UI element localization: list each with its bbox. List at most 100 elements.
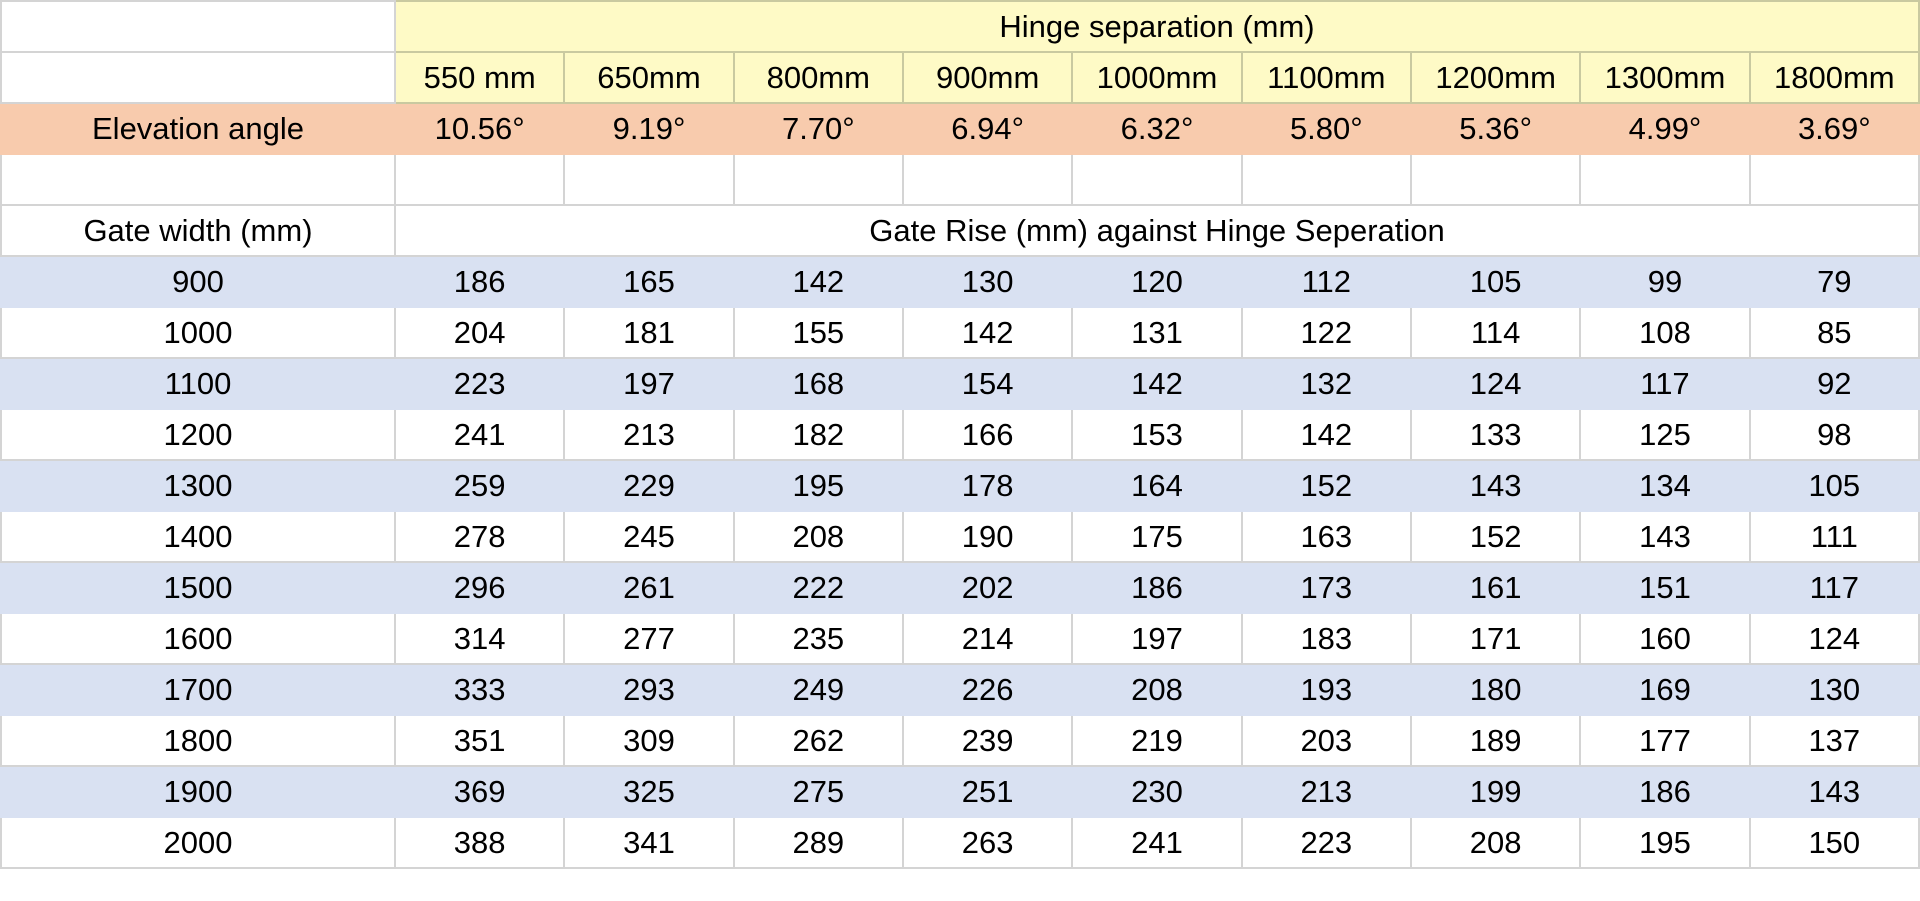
gate-rise: 193	[1240, 663, 1412, 716]
gate-rise: 239	[901, 714, 1074, 767]
gate-rise: 241	[1071, 816, 1243, 869]
gate-rise: 79	[1748, 255, 1920, 308]
elevation-value: 9.19°	[563, 102, 735, 155]
gate-rise: 183	[1240, 612, 1412, 665]
gate-rise: 98	[1748, 408, 1920, 461]
empty-cell	[0, 153, 396, 206]
gate-width: 1300	[0, 459, 396, 512]
gate-rise: 142	[901, 306, 1074, 359]
gate-rise: 117	[1579, 357, 1751, 410]
gate-rise: 163	[1240, 510, 1412, 563]
elevation-row: Elevation angle 10.56° 9.19° 7.70° 6.94° 6.32…	[0, 102, 1920, 155]
header-row: Hinge separation (mm)	[0, 0, 1920, 53]
gate-rise: 120	[1071, 255, 1243, 308]
gate-rise: 226	[901, 663, 1074, 716]
gate-rise: 130	[901, 255, 1074, 308]
empty-cell	[1748, 153, 1920, 206]
gate-rise: 249	[732, 663, 904, 716]
empty-cell	[1071, 153, 1243, 206]
gate-rise: 203	[1240, 714, 1412, 767]
gate-rise: 213	[563, 408, 735, 461]
gate-rise: 114	[1409, 306, 1582, 359]
elevation-value: 6.94°	[901, 102, 1074, 155]
gate-rise: 259	[393, 459, 566, 512]
spreadsheet-table: Hinge separation (mm) 550 mm 650mm 800mm 90…	[0, 0, 1920, 869]
gate-width: 1600	[0, 612, 396, 665]
gate-rise: 229	[563, 459, 735, 512]
gate-rise: 143	[1579, 510, 1751, 563]
gate-rise: 388	[393, 816, 566, 869]
gate-rise: 124	[1409, 357, 1582, 410]
elevation-value: 5.80°	[1240, 102, 1412, 155]
gate-rise: 195	[1579, 816, 1751, 869]
gate-width: 1500	[0, 561, 396, 614]
gate-rise: 133	[1409, 408, 1582, 461]
gate-rise: 173	[1240, 561, 1412, 614]
gate-width: 2000	[0, 816, 396, 869]
gate-rise: 241	[393, 408, 566, 461]
gate-rise: 151	[1579, 561, 1751, 614]
gate-rise: 92	[1748, 357, 1920, 410]
empty-cell	[1579, 153, 1751, 206]
gate-rise: 105	[1748, 459, 1920, 512]
data-row: 1200 241 213 182 166 153 142 133 125 98	[0, 408, 1920, 461]
gate-rise: 152	[1409, 510, 1582, 563]
gate-rise: 143	[1748, 765, 1920, 818]
gate-rise: 190	[901, 510, 1074, 563]
gate-rise: 171	[1409, 612, 1582, 665]
gate-rise: 134	[1579, 459, 1751, 512]
column-header: 1300mm	[1579, 51, 1751, 104]
column-header: 650mm	[563, 51, 735, 104]
data-row: 1300 259 229 195 178 164 152 143 134 105	[0, 459, 1920, 512]
gate-rise: 137	[1748, 714, 1920, 767]
gate-rise: 208	[732, 510, 904, 563]
gate-rise: 186	[1071, 561, 1243, 614]
gate-rise: 186	[1579, 765, 1751, 818]
gate-rise: 99	[1579, 255, 1751, 308]
table-body: Hinge separation (mm) 550 mm 650mm 800mm 90…	[0, 0, 1920, 869]
empty-cell	[393, 153, 566, 206]
gate-rise: 105	[1409, 255, 1582, 308]
gate-rise: 202	[901, 561, 1074, 614]
column-header: 800mm	[732, 51, 904, 104]
data-row: 1100 223 197 168 154 142 132 124 117 92	[0, 357, 1920, 410]
gate-rise: 293	[563, 663, 735, 716]
empty-cell	[901, 153, 1074, 206]
data-row: 900 186 165 142 130 120 112 105 99 79	[0, 255, 1920, 308]
gate-rise: 325	[563, 765, 735, 818]
gate-rise: 117	[1748, 561, 1920, 614]
data-row: 1700 333 293 249 226 208 193 180 169 130	[0, 663, 1920, 716]
gate-rise: 189	[1409, 714, 1582, 767]
gate-rise: 214	[901, 612, 1074, 665]
row-label: Gate width (mm)	[0, 204, 396, 257]
gate-rise: 153	[1071, 408, 1243, 461]
gate-header-row: Gate width (mm) Gate Rise (mm) against Hi…	[0, 204, 1920, 257]
gate-rise: 142	[1071, 357, 1243, 410]
empty-cell	[0, 0, 396, 53]
gate-rise: 132	[1240, 357, 1412, 410]
data-row: 1900 369 325 275 251 230 213 199 186 143	[0, 765, 1920, 818]
empty-cell	[563, 153, 735, 206]
data-row: 1600 314 277 235 214 197 183 171 160 124	[0, 612, 1920, 665]
data-row: 1400 278 245 208 190 175 163 152 143 111	[0, 510, 1920, 563]
gate-rise: 131	[1071, 306, 1243, 359]
gate-rise: 111	[1748, 510, 1920, 563]
gate-rise: 85	[1748, 306, 1920, 359]
column-header: 550 mm	[393, 51, 566, 104]
empty-cell	[0, 51, 396, 104]
column-header: 1800mm	[1748, 51, 1920, 104]
gate-rise: 314	[393, 612, 566, 665]
data-row: 1000 204 181 155 142 131 122 114 108 85	[0, 306, 1920, 359]
caption: Gate Rise (mm) against Hinge Seperation	[394, 204, 1920, 257]
gate-rise: 275	[732, 765, 904, 818]
gate-rise: 351	[393, 714, 566, 767]
elevation-value: 5.36°	[1409, 102, 1582, 155]
gate-width: 1100	[0, 357, 396, 410]
column-header: 1000mm	[1071, 51, 1243, 104]
gate-rise: 152	[1240, 459, 1412, 512]
gate-rise: 208	[1071, 663, 1243, 716]
elevation-value: 3.69°	[1748, 102, 1920, 155]
gate-rise: 263	[901, 816, 1074, 869]
gate-rise: 235	[732, 612, 904, 665]
gate-rise: 108	[1579, 306, 1751, 359]
